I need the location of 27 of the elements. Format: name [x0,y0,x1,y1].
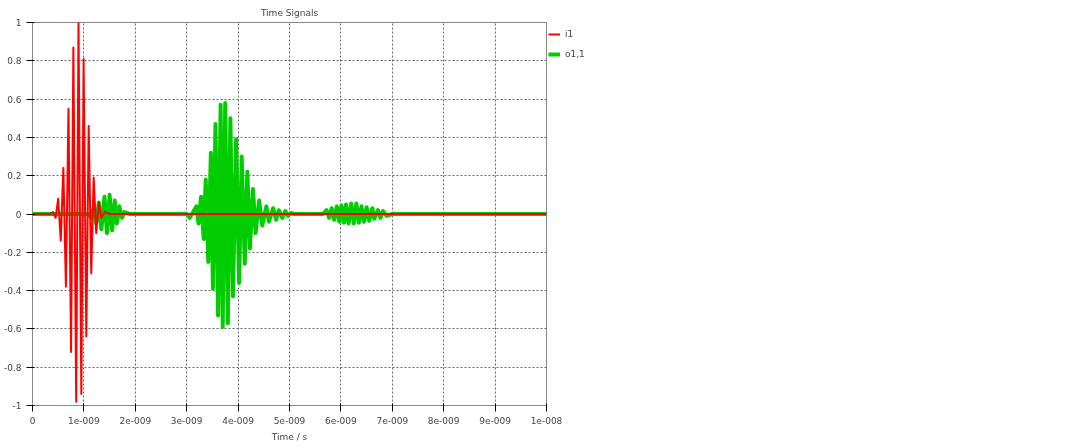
y-tick-label: 0.6 [7,94,22,105]
y-tick-label: 0 [15,209,22,220]
x-tick-label: 6e-009 [325,415,358,426]
x-tick-label: 9e-009 [479,415,512,426]
x-tick-label: 8e-009 [427,415,460,426]
y-tick-label: 0.8 [7,56,22,67]
legend-label: o1,1 [565,49,585,59]
y-tick-label: -0.6 [3,324,22,335]
legend-label: i1 [565,29,575,39]
line-series [32,22,547,403]
x-tick-label: 1e-009 [68,415,101,426]
y-tick-label: -0.2 [3,247,22,258]
y-tick-label: -1 [12,401,22,411]
x-tick-label: 7e-009 [376,415,409,426]
chart-title: Time Signals [259,7,319,18]
x-tick-label: 5e-009 [273,415,306,426]
x-tick-label: 2e-009 [119,415,152,426]
y-tick-label: 0.4 [7,132,22,143]
x-tick-label: 4e-009 [222,415,255,426]
y-tick-label: -0.4 [3,286,22,297]
x-tick-label: 3e-009 [170,415,203,426]
x-tick-label: 0 [29,415,36,426]
y-tick-label: -0.8 [3,362,22,373]
y-tick-label: 0.2 [7,171,22,182]
x-axis-title: Time / s [270,431,308,442]
x-tick-label: 1e-008 [530,415,563,426]
y-tick-label: 1 [15,18,22,28]
